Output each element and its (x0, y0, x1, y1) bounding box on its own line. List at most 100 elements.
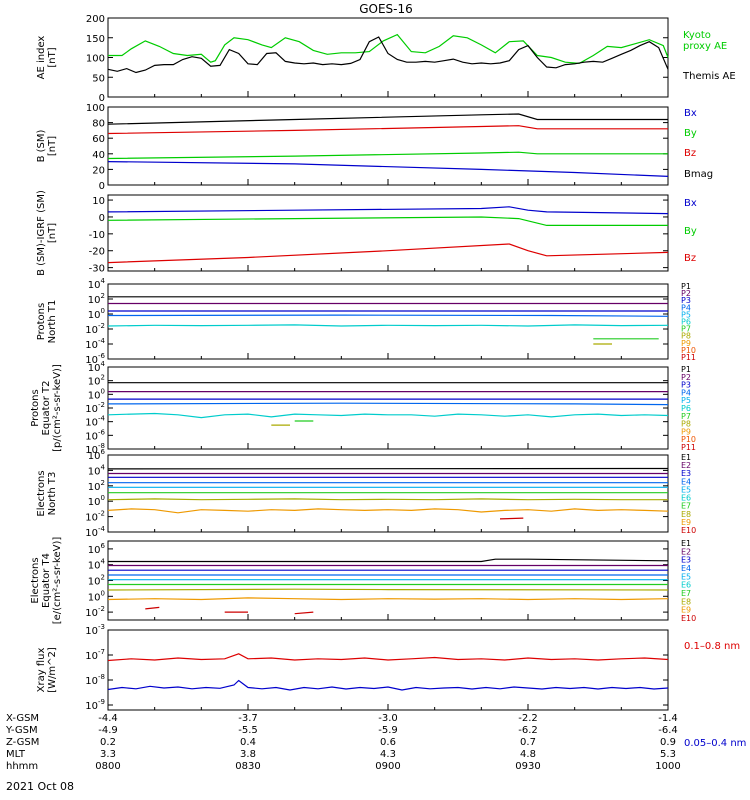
series-by (107, 151, 668, 160)
panel-xray: 10-3 10-7 10-8 10-9 Xray flux [W/m^2] 0.1–0.8 … (36, 623, 746, 749)
legend-entry: P2 (681, 373, 691, 382)
y-tick-label: 10-2 (85, 401, 105, 415)
y-tick-label: 10-2 (85, 322, 105, 336)
legend-entry: E6 (681, 494, 691, 503)
legend-entry: E5 (681, 485, 691, 494)
series-e9 (499, 517, 524, 520)
legend-entry: E10 (681, 614, 696, 623)
y-tick-label: 10-9 (85, 698, 105, 712)
series-bz (107, 125, 668, 135)
legend-entry: E1 (681, 539, 691, 548)
series-e8 (107, 508, 669, 514)
y-tick-label: 10 (92, 196, 105, 207)
legend-entry: E8 (681, 510, 691, 519)
series-p5 (107, 324, 669, 327)
ephemeris-value: 4.8 (520, 749, 536, 760)
panel-bdiff: 10 0 -10 -20 -30 B (SM)-IGRF (SM) [nT] Bx By Bz (36, 190, 697, 276)
legend-entry: Kyoto (683, 30, 711, 41)
ephemeris-value: 3.8 (240, 749, 256, 760)
y-axis-label: Electrons (36, 470, 47, 516)
legend-entry: P3 (681, 381, 691, 390)
y-tick-label: 20 (92, 165, 105, 176)
y-tick-label: 10-6 (85, 428, 105, 442)
legend-entry: P10 (681, 435, 696, 444)
legend-entry: E6 (681, 581, 691, 590)
ephemeris-value: 0.2 (100, 737, 116, 748)
y-axis-label: [nT] (47, 136, 58, 156)
y-tick-label: -20 (89, 247, 105, 258)
y-tick-label: 104 (88, 558, 106, 572)
y-tick-label: 102 (88, 292, 105, 306)
y-tick-label: 100 (86, 54, 105, 65)
legend-entry: P8 (681, 420, 691, 429)
ephemeris-row-label: hhmm (6, 761, 38, 772)
y-tick-label: 10-2 (85, 605, 105, 619)
y-tick-label: 10-7 (85, 648, 105, 662)
y-tick-label: 0 (99, 93, 105, 104)
series-themis-ae (107, 36, 669, 74)
legend-entry: Bz (684, 253, 696, 264)
y-tick-label: 10-4 (85, 415, 105, 429)
y-tick-label: 60 (92, 134, 105, 145)
panel-frame (107, 540, 669, 621)
legend-entry: E7 (681, 589, 691, 598)
ephemeris-value: 0.6 (380, 737, 396, 748)
y-tick-label: -10 (89, 230, 105, 241)
legend-entry: 0.05–0.4 nm (684, 738, 746, 749)
series-bz (107, 243, 669, 264)
legend-entry: E2 (681, 461, 691, 470)
panel-bsm: 100 80 60 40 20 0 B (SM) [nT] Bx By Bz Bmag (36, 103, 713, 192)
y-tick-label: 100 (88, 589, 105, 603)
ephemeris-value: 1000 (655, 761, 680, 772)
legend-entry: E9 (681, 518, 691, 527)
ephemeris-value: -4.9 (98, 725, 118, 736)
ephemeris-value: -5.5 (238, 725, 258, 736)
series-e7 (107, 498, 668, 501)
legend-entry: P1 (681, 282, 691, 291)
y-tick-label: 150 (86, 34, 105, 45)
y-axis-label: [nT] (47, 223, 58, 243)
ephemeris-value: -3.0 (378, 713, 398, 724)
legend-entry: Bx (684, 198, 697, 209)
panel-frame (107, 629, 669, 711)
y-axis-label: AE index (36, 36, 47, 80)
series-e8 (107, 597, 669, 601)
ephemeris-row-label: X-GSM (6, 713, 39, 724)
legend-entry: E3 (681, 556, 691, 565)
legend-entry: Bmag (684, 169, 713, 180)
y-tick-label: 102 (88, 374, 105, 388)
series-p4 (107, 314, 669, 317)
legend-entry: P7 (681, 325, 691, 334)
legend-entry: E10 (681, 526, 696, 535)
legend-entry: 0.1–0.8 nm (684, 641, 740, 652)
legend-entry: Themis AE (682, 71, 736, 82)
ephemeris-value: -1.4 (658, 713, 678, 724)
legend-entry: P2 (681, 289, 691, 298)
series-p5 (107, 412, 669, 419)
legend-entry: P11 (681, 353, 696, 362)
y-tick-label: 100 (88, 307, 105, 321)
y-tick-label: 100 (86, 103, 105, 114)
legend-entry: E1 (681, 453, 691, 462)
series-e9c (294, 611, 314, 615)
legend-entry: P6 (681, 404, 691, 413)
legend-entry: P7 (681, 412, 691, 421)
panel-frame (107, 283, 669, 360)
y-tick-label: 100 (88, 494, 105, 508)
series-bx (107, 206, 669, 215)
legend-entry: Bz (684, 148, 696, 159)
series-bx (107, 161, 669, 177)
series-e1 (108, 558, 669, 563)
y-tick-label: 40 (92, 150, 105, 161)
y-axis-label: Protons (30, 389, 41, 426)
y-tick-label: 104 (88, 360, 106, 374)
y-tick-label: -30 (89, 264, 105, 275)
ephemeris-value: 4.3 (380, 749, 396, 760)
series-e7 (107, 588, 669, 591)
series-kyoto-proxy-ae (108, 33, 669, 65)
ephemeris-row-label: Y-GSM (5, 725, 38, 736)
